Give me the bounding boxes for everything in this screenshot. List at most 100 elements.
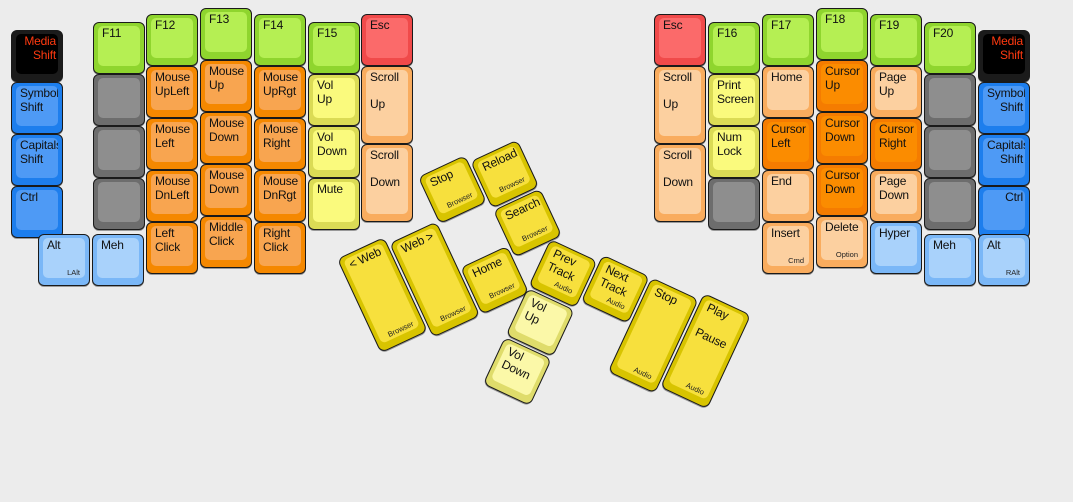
key-right-meh[interactable]: Meh (924, 234, 976, 286)
keycap-mouse-left: Mouse Left (151, 122, 193, 162)
key-left-blank-3[interactable] (93, 178, 145, 230)
keycap-mouse-up: Mouse Up (205, 64, 247, 104)
key-left-esc[interactable]: Esc (361, 14, 413, 66)
keycap-vol-down: Vol Down (313, 130, 355, 170)
key-mouse-down-2[interactable]: Mouse Down (200, 164, 252, 216)
key-left-f15[interactable]: F15 (308, 22, 360, 74)
key-left-meh[interactable]: Meh (92, 234, 144, 286)
key-left-media-shift[interactable]: Media Shift (11, 30, 63, 82)
key-insert[interactable]: Insert Cmd (762, 222, 814, 274)
key-delete[interactable]: Delete Option (816, 216, 868, 268)
key-label-print-screen: Print Screen (717, 78, 754, 106)
key-right-media-shift[interactable]: Media Shift (978, 30, 1030, 82)
key-middle-click[interactable]: Middle Click (200, 216, 252, 268)
key-vol-up[interactable]: Vol Up (308, 74, 360, 126)
key-right-f19[interactable]: F19 (870, 14, 922, 66)
key-cursor-up[interactable]: Cursor Up (816, 60, 868, 112)
key-left-ctrl[interactable]: Ctrl (11, 186, 63, 238)
key-left-blank-2[interactable] (93, 126, 145, 178)
key-left-f11[interactable]: F11 (93, 22, 145, 74)
key-label-mute: Mute (317, 182, 343, 196)
key-hyper[interactable]: Hyper (870, 222, 922, 274)
key-left-blank-1[interactable] (93, 74, 145, 126)
key-print-screen[interactable]: Print Screen (708, 74, 760, 126)
key-page-down[interactable]: Page Down (870, 170, 922, 222)
key-end[interactable]: End (762, 170, 814, 222)
key-mouse-right[interactable]: Mouse Right (254, 118, 306, 170)
key-left-f14[interactable]: F14 (254, 14, 306, 66)
keycap-mouse-up-right: Mouse UpRgt (259, 70, 301, 110)
key-left-f13[interactable]: F13 (200, 8, 252, 60)
key-sublabel-left-alt: LAlt (67, 268, 80, 277)
key-mouse-down-1[interactable]: Mouse Down (200, 112, 252, 164)
key-right-ctrl[interactable]: Ctrl (978, 186, 1030, 238)
key-label-cursor-down-1: Cursor Down (825, 116, 860, 144)
key-home[interactable]: Home (762, 66, 814, 118)
key-label-right-meh: Meh (933, 238, 956, 252)
key-right-blank-3[interactable] (924, 178, 976, 230)
key-label-browser-stop: Stop (427, 166, 456, 190)
key-left-click[interactable]: Left Click (146, 222, 198, 274)
key-label-mouse-down-2: Mouse Down (209, 168, 245, 196)
keycap-left-esc: Esc (366, 18, 408, 58)
key-cursor-down-2[interactable]: Cursor Down (816, 164, 868, 216)
key-page-up[interactable]: Page Up (870, 66, 922, 118)
key-left-symbols-shift[interactable]: Symbols Shift (11, 82, 63, 134)
key-right-f20[interactable]: F20 (924, 22, 976, 74)
keycap-left-f14: F14 (259, 18, 301, 58)
key-mouse-up-left[interactable]: Mouse UpLeft (146, 66, 198, 118)
key-label-right-f19: F19 (879, 18, 900, 32)
key-right-f18[interactable]: F18 (816, 8, 868, 60)
key-right-alt[interactable]: Alt RAlt (978, 234, 1030, 286)
keycap-right-f16: F16 (713, 26, 755, 66)
key-right-blank-0[interactable] (708, 178, 760, 230)
key-scroll-down[interactable]: Scroll Down (361, 144, 413, 222)
key-right-symbols-shift[interactable]: Symbols Shift (978, 82, 1030, 134)
key-right-capitals-shift[interactable]: Capitals Shift (978, 134, 1030, 186)
key-mouse-dn-left[interactable]: Mouse DnLeft (146, 170, 198, 222)
key-label-right-media-shift: Media Shift (991, 34, 1023, 62)
keycap-delete: Delete Option (821, 220, 863, 260)
key-right-click[interactable]: Right Click (254, 222, 306, 274)
key-right-esc[interactable]: Esc (654, 14, 706, 66)
keycap-right-f20: F20 (929, 26, 971, 66)
key-label-mouse-up-right: Mouse UpRgt (263, 70, 299, 98)
key-mouse-up[interactable]: Mouse Up (200, 60, 252, 112)
key-label-left-meh: Meh (101, 238, 124, 252)
key-right-scroll-up[interactable]: Scroll Up (654, 66, 706, 144)
key-right-f16[interactable]: F16 (708, 22, 760, 74)
key-label-page-down: Page Down (879, 174, 909, 202)
key-cursor-left[interactable]: Cursor Left (762, 118, 814, 170)
key-scroll-up[interactable]: Scroll Up (361, 66, 413, 144)
key-label-hyper: Hyper (879, 226, 911, 240)
keycap-scroll-down: Scroll Down (366, 148, 408, 214)
key-label-vol-up: Vol Up (317, 78, 334, 106)
key-left-capitals-shift[interactable]: Capitals Shift (11, 134, 63, 186)
key-right-blank-2[interactable] (924, 126, 976, 178)
keycap-right-capitals-shift: Capitals Shift (983, 138, 1025, 178)
key-cursor-down-1[interactable]: Cursor Down (816, 112, 868, 164)
key-num-lock[interactable]: Num Lock (708, 126, 760, 178)
keycap-left-blank-3 (98, 182, 140, 222)
keycap-left-ctrl: Ctrl (16, 190, 58, 230)
key-cursor-right[interactable]: Cursor Right (870, 118, 922, 170)
key-label-left-esc: Esc (370, 18, 390, 32)
key-left-alt[interactable]: Alt LAlt (38, 234, 90, 286)
key-label-num-lock: Num Lock (717, 130, 742, 158)
key-right-scroll-down[interactable]: Scroll Down (654, 144, 706, 222)
key-mouse-dn-right[interactable]: Mouse DnRgt (254, 170, 306, 222)
key-left-f12[interactable]: F12 (146, 14, 198, 66)
key-label-right-f17: F17 (771, 18, 792, 32)
key-label-right-capitals-shift: Capitals Shift (987, 138, 1025, 166)
key-right-f17[interactable]: F17 (762, 14, 814, 66)
key-mouse-up-right[interactable]: Mouse UpRgt (254, 66, 306, 118)
key-label-web-forward: Web > (399, 228, 436, 256)
key-right-blank-1[interactable] (924, 74, 976, 126)
keycap-thumb-vol-down: Vol Down (490, 342, 546, 397)
key-label-page-up: Page Up (879, 70, 907, 98)
key-mouse-left[interactable]: Mouse Left (146, 118, 198, 170)
keycap-right-blank-2 (929, 130, 971, 170)
key-mute[interactable]: Mute (308, 178, 360, 230)
key-vol-down[interactable]: Vol Down (308, 126, 360, 178)
keycap-middle-click: Middle Click (205, 220, 247, 260)
